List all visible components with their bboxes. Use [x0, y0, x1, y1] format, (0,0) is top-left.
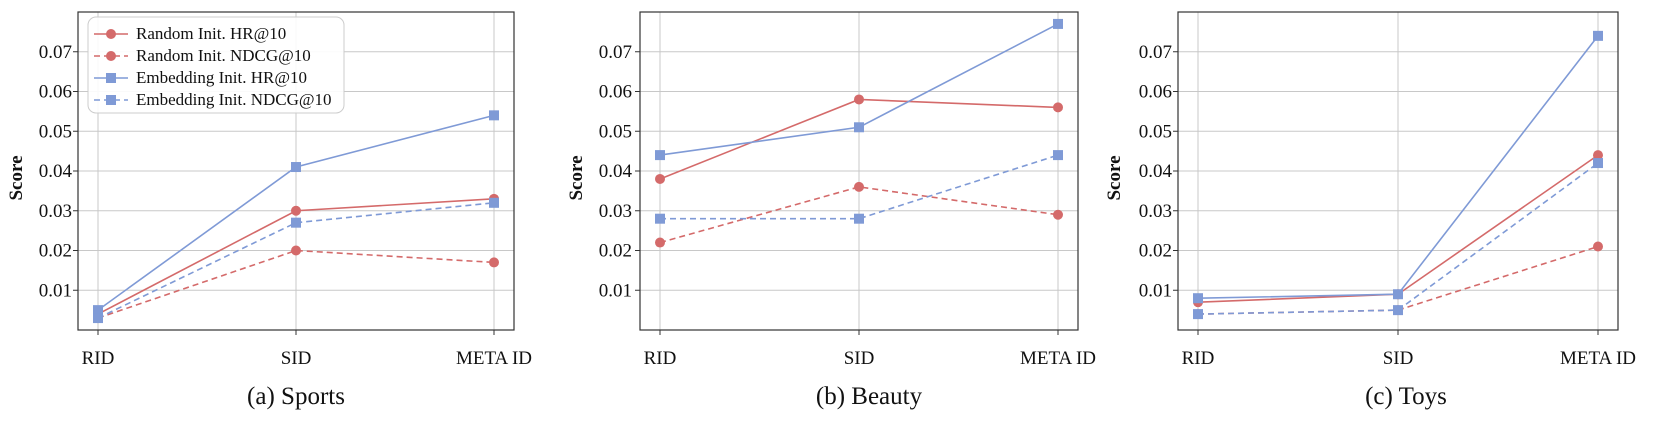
x-tick-label: META ID — [1560, 348, 1636, 369]
data-point-square — [489, 197, 499, 208]
data-point-circle — [291, 205, 301, 216]
y-tick-label: 0.06 — [1139, 82, 1172, 103]
y-tick-label: 0.06 — [599, 82, 632, 103]
y-tick-label: 0.04 — [39, 161, 73, 182]
chart-caption: (a) Sports — [247, 383, 345, 410]
chart-caption: (b) Beauty — [816, 383, 923, 410]
x-tick-label: META ID — [456, 348, 532, 369]
plot-frame — [639, 11, 1079, 331]
legend-marker-circle — [106, 51, 116, 61]
x-tick-label: RID — [644, 348, 677, 369]
x-tick-label: SID — [281, 348, 312, 369]
series-line-4 — [97, 202, 495, 319]
x-tick-label: META ID — [1020, 348, 1096, 369]
data-point-circle — [1053, 102, 1063, 113]
y-tick-label: 0.02 — [39, 241, 72, 262]
chart-caption: (c) Toys — [1365, 383, 1447, 410]
data-point-square — [93, 313, 103, 324]
y-tick-label: 0.04 — [599, 161, 633, 182]
chart-panel-1: 0.01 0.02 0.03 0.04 0.05 0.06 0.07 RID SID META I… — [6, 11, 532, 410]
data-point-circle — [655, 237, 665, 248]
y-axis-title: Score — [6, 155, 27, 200]
legend-box — [87, 16, 345, 114]
data-point-circle — [291, 245, 301, 256]
legend-label: Embedding Init. HR@10 — [136, 68, 307, 87]
data-point-circle — [854, 94, 864, 105]
x-tick-label: RID — [82, 348, 115, 369]
y-axis-title: Score — [1104, 155, 1125, 200]
data-point-circle — [1593, 150, 1603, 161]
data-point-square — [1593, 30, 1603, 41]
data-point-circle — [1053, 209, 1063, 220]
legend-label: Random Init. NDCG@10 — [136, 46, 311, 65]
x-tick-label: RID — [1182, 348, 1215, 369]
y-tick-label: 0.07 — [39, 42, 72, 63]
y-tick-label: 0.02 — [599, 241, 632, 262]
x-tick-label: SID — [1383, 348, 1414, 369]
data-point-square — [655, 150, 665, 161]
data-point-square — [1193, 293, 1203, 304]
data-point-square — [291, 162, 301, 173]
data-point-circle — [854, 181, 864, 192]
data-point-square — [655, 213, 665, 224]
legend: Random Init. HR@10 Random Init. NDCG@10 Em… — [87, 16, 345, 114]
data-point-square — [1053, 150, 1063, 161]
data-point-square — [291, 217, 301, 228]
y-tick-label: 0.02 — [1139, 241, 1172, 262]
data-point-square — [1053, 18, 1063, 29]
y-tick-label: 0.04 — [1139, 161, 1173, 182]
y-tick-label: 0.01 — [1139, 280, 1172, 301]
plot-frame — [77, 11, 515, 331]
y-axis-title: Score — [566, 155, 587, 200]
data-point-square — [93, 305, 103, 316]
data-point-circle — [655, 173, 665, 184]
legend-label: Random Init. HR@10 — [136, 24, 286, 43]
legend-label: Embedding Init. NDCG@10 — [136, 90, 332, 109]
y-tick-label: 0.07 — [1139, 42, 1172, 63]
y-tick-label: 0.07 — [599, 42, 632, 63]
data-point-square — [489, 110, 499, 121]
y-tick-label: 0.03 — [1139, 201, 1172, 222]
y-tick-label: 0.01 — [39, 280, 72, 301]
y-tick-label: 0.03 — [39, 201, 72, 222]
y-tick-label: 0.05 — [1139, 121, 1172, 142]
y-tick-label: 0.03 — [599, 201, 632, 222]
y-tick-label: 0.05 — [39, 121, 72, 142]
data-point-square — [1193, 309, 1203, 320]
plot-frame — [1177, 11, 1619, 331]
data-point-square — [1593, 158, 1603, 169]
series-line-2 — [97, 249, 495, 319]
data-point-square — [1393, 289, 1403, 300]
data-point-circle — [1593, 241, 1603, 252]
chart-panel-2: 0.01 0.02 0.03 0.04 0.05 0.06 0.07 RID SID META I… — [566, 11, 1096, 410]
x-tick-label: SID — [844, 348, 875, 369]
y-tick-label: 0.01 — [599, 280, 632, 301]
data-point-circle — [489, 257, 499, 268]
data-point-square — [854, 213, 864, 224]
data-point-square — [1393, 305, 1403, 316]
chart-panel-3: 0.01 0.02 0.03 0.04 0.05 0.06 0.07 RID SID META I… — [1104, 11, 1636, 410]
y-tick-label: 0.06 — [39, 82, 72, 103]
series-line-2 — [659, 186, 1059, 244]
data-point-square — [854, 122, 864, 133]
legend-marker-square — [106, 95, 116, 105]
y-tick-label: 0.05 — [599, 121, 632, 142]
legend-marker-circle — [106, 29, 116, 39]
legend-marker-square — [106, 73, 116, 83]
